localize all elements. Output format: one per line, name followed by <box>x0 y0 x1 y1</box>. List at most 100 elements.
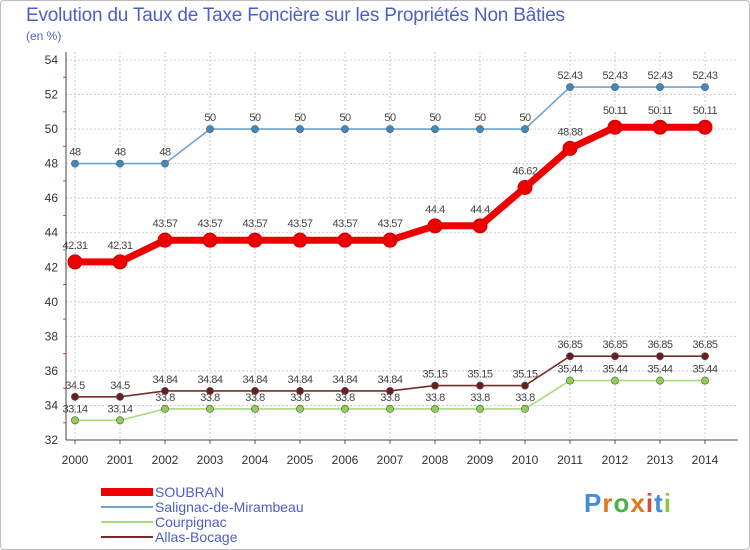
x-tick-label: 2008 <box>422 453 449 467</box>
data-label-soubran: 44.4 <box>470 204 490 216</box>
y-tick-label: 46 <box>45 191 59 205</box>
data-point-salignac-de-mirambeau <box>206 125 214 133</box>
data-label-allas-bocage: 34.84 <box>242 374 267 386</box>
data-label-courpignac: 35.44 <box>557 364 582 376</box>
data-point-courpignac <box>161 405 169 413</box>
y-tick-label: 44 <box>45 226 59 240</box>
data-label-allas-bocage: 34.84 <box>332 374 357 386</box>
data-label-courpignac: 35.44 <box>647 364 672 376</box>
data-point-allas-bocage <box>701 352 709 361</box>
data-label-courpignac: 33.8 <box>380 392 400 404</box>
data-point-soubran <box>472 218 488 234</box>
legend-label: SOUBRAN <box>155 484 224 500</box>
y-tick-label: 50 <box>45 122 59 136</box>
x-tick-label: 2012 <box>602 453 629 467</box>
data-label-allas-bocage: 34.84 <box>287 374 312 386</box>
x-tick-label: 2006 <box>332 453 359 467</box>
data-point-salignac-de-mirambeau <box>296 125 304 133</box>
data-label-allas-bocage: 35.15 <box>512 369 537 381</box>
data-point-soubran <box>67 254 83 270</box>
data-label-courpignac: 33.8 <box>200 392 220 404</box>
data-label-salignac-de-mirambeau: 50 <box>249 112 261 124</box>
data-point-allas-bocage <box>296 387 304 395</box>
data-point-allas-bocage <box>431 381 439 390</box>
data-point-courpignac <box>566 376 574 385</box>
data-point-allas-bocage <box>116 392 124 401</box>
data-label-allas-bocage: 36.85 <box>602 339 627 351</box>
legend-item-salignac-de-mirambeau: Salignac-de-Mirambeau <box>101 499 304 515</box>
data-label-allas-bocage: 36.85 <box>557 339 582 351</box>
data-label-courpignac: 33.8 <box>245 392 265 404</box>
data-label-salignac-de-mirambeau: 50 <box>474 112 486 124</box>
data-point-salignac-de-mirambeau <box>341 125 349 133</box>
x-tick-label: 2002 <box>152 453 179 467</box>
data-label-salignac-de-mirambeau: 52.43 <box>692 70 717 82</box>
data-point-soubran <box>157 232 173 248</box>
legend-item-soubran: SOUBRAN <box>101 484 224 500</box>
data-label-courpignac: 33.8 <box>335 392 355 404</box>
data-point-salignac-de-mirambeau <box>521 125 529 133</box>
data-point-salignac-de-mirambeau <box>611 83 619 92</box>
data-point-allas-bocage <box>566 352 574 361</box>
data-point-salignac-de-mirambeau <box>476 125 484 133</box>
data-point-soubran <box>427 218 443 234</box>
data-label-salignac-de-mirambeau: 50 <box>294 112 306 124</box>
data-point-soubran <box>382 232 398 248</box>
data-label-courpignac: 33.14 <box>107 403 132 415</box>
data-label-courpignac: 33.8 <box>515 392 535 404</box>
data-label-courpignac: 33.8 <box>155 392 175 404</box>
series-layer <box>67 83 713 425</box>
data-point-soubran <box>517 179 533 195</box>
data-point-courpignac <box>116 416 124 425</box>
data-point-salignac-de-mirambeau <box>656 83 664 92</box>
logo-letter: i <box>645 488 655 518</box>
data-point-allas-bocage <box>521 381 529 390</box>
data-label-soubran: 43.57 <box>377 218 402 230</box>
data-point-allas-bocage <box>71 392 79 401</box>
data-point-salignac-de-mirambeau <box>116 159 124 168</box>
data-label-allas-bocage: 34.5 <box>110 380 130 392</box>
data-point-salignac-de-mirambeau <box>701 83 709 92</box>
data-point-soubran <box>202 232 218 248</box>
data-point-salignac-de-mirambeau <box>566 83 574 92</box>
data-point-soubran <box>112 254 128 270</box>
data-label-soubran: 42.31 <box>62 240 87 252</box>
axis-layer: 32 34 36 38 40 42 44 46 48 50 52 54 2000 2001 2002 2003… <box>45 52 738 467</box>
data-point-soubran <box>562 140 578 156</box>
logo-letter: t <box>654 488 664 518</box>
x-tick-label: 2009 <box>467 453 494 467</box>
data-point-soubran <box>697 119 713 135</box>
data-label-salignac-de-mirambeau: 52.43 <box>602 70 627 82</box>
data-label-courpignac: 33.14 <box>62 403 87 415</box>
data-label-courpignac: 33.8 <box>470 392 490 404</box>
x-tick-label: 2004 <box>242 453 269 467</box>
data-point-courpignac <box>341 405 349 413</box>
data-point-salignac-de-mirambeau <box>251 125 259 133</box>
data-point-soubran <box>607 119 623 135</box>
x-tick-label: 2013 <box>647 453 674 467</box>
data-point-courpignac <box>431 405 439 413</box>
data-point-salignac-de-mirambeau <box>161 159 169 168</box>
logo-letter: o <box>613 488 631 518</box>
data-label-courpignac: 35.44 <box>602 364 627 376</box>
y-tick-label: 48 <box>45 157 59 171</box>
data-point-soubran <box>337 232 353 248</box>
data-label-allas-bocage: 35.15 <box>467 369 492 381</box>
legend-item-allas-bocage: Allas-Bocage <box>101 529 238 545</box>
data-label-layer: 42.31 42.31 43.57 43.57 43.57 43.57 43.57 43.57… <box>62 70 718 415</box>
data-point-courpignac <box>206 405 214 413</box>
logo-letter: r <box>602 488 614 518</box>
data-label-salignac-de-mirambeau: 50 <box>339 112 351 124</box>
x-tick-label: 2011 <box>557 453 583 467</box>
data-label-salignac-de-mirambeau: 48 <box>69 147 81 159</box>
data-label-courpignac: 35.44 <box>692 364 717 376</box>
data-point-allas-bocage <box>251 387 259 395</box>
legend-label: Allas-Bocage <box>155 529 238 545</box>
data-point-courpignac <box>71 416 79 425</box>
data-label-allas-bocage: 34.84 <box>377 374 402 386</box>
data-point-courpignac <box>296 405 304 413</box>
logo-letter: P <box>584 488 603 518</box>
y-tick-label: 32 <box>45 433 59 447</box>
data-point-soubran <box>292 232 308 248</box>
